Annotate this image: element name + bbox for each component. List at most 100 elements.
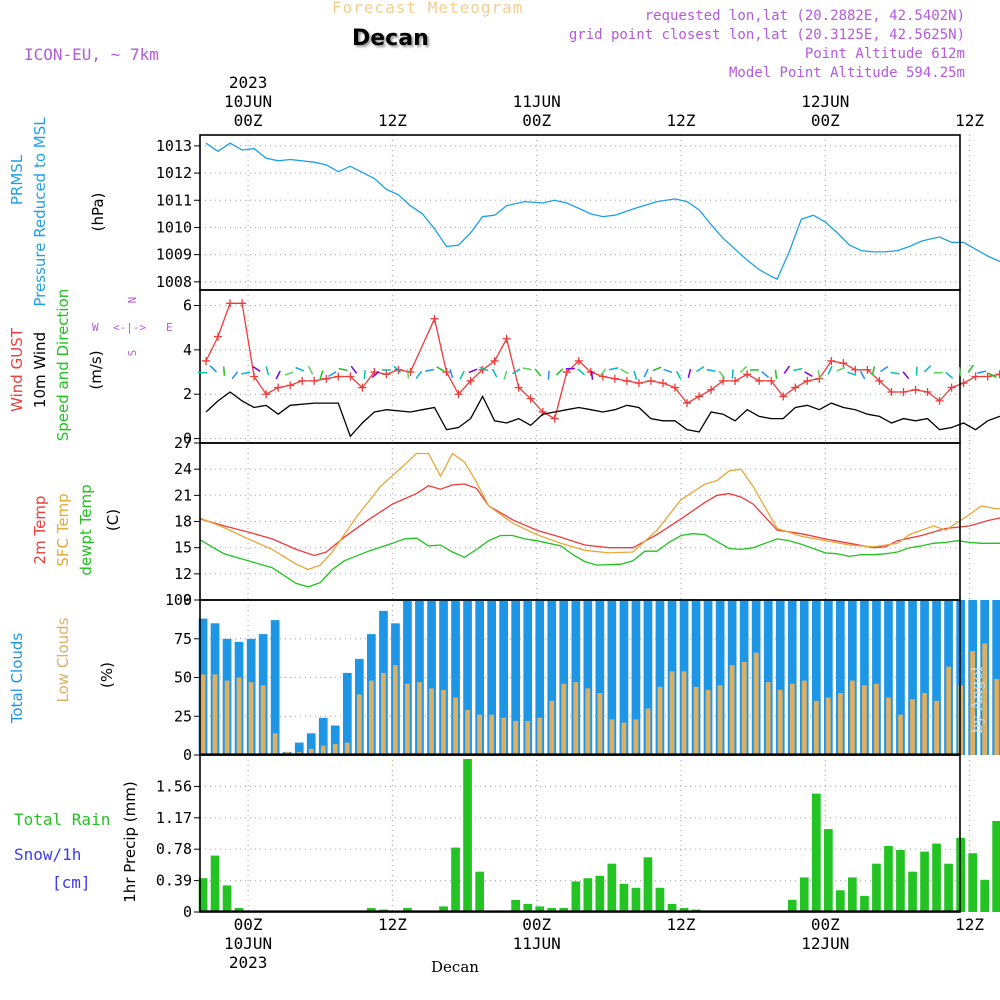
gust-point-marker <box>442 368 451 377</box>
bar-total-rain <box>968 853 977 912</box>
bar-total-clouds <box>499 600 508 755</box>
wind-direction-arrow <box>319 370 324 380</box>
gust-point-marker <box>683 399 692 408</box>
y-tick-label: 1009 <box>156 246 192 264</box>
bar-low-clouds <box>537 717 543 755</box>
wind-direction-arrow <box>652 366 662 372</box>
gust-point-marker <box>334 372 343 381</box>
gust-point-marker <box>671 383 679 392</box>
snow-unit-label: [cm] <box>52 873 91 892</box>
wind-direction-arrow <box>739 365 748 374</box>
bar-total-rain <box>944 863 953 912</box>
bar-total-rain <box>439 906 448 912</box>
gust-point-marker <box>238 299 247 308</box>
top-time-label: 00Z <box>234 111 263 130</box>
bar-low-clouds <box>573 682 579 755</box>
bar-total-rain <box>860 895 869 912</box>
bar-low-clouds <box>393 665 398 755</box>
bar-total-clouds <box>330 725 340 755</box>
bar-total-clouds <box>799 600 809 755</box>
wind-direction-arrow <box>308 365 314 375</box>
bar-total-clouds <box>523 600 533 755</box>
bar-low-clouds <box>212 674 218 755</box>
bar-total-rain <box>583 878 593 912</box>
gust-point-marker <box>959 379 968 388</box>
gust-point-marker <box>262 390 271 399</box>
clouds-unit-label: (%) <box>98 662 116 688</box>
bar-low-clouds <box>332 744 338 755</box>
bar-total-clouds <box>775 600 785 755</box>
bar-total-clouds <box>715 600 725 755</box>
bar-low-clouds <box>585 688 591 755</box>
gust-point-marker <box>310 376 319 385</box>
wind-direction-arrow <box>363 369 366 379</box>
gust-point-marker <box>274 383 283 392</box>
bar-low-clouds <box>645 708 651 755</box>
bar-total-rain <box>234 908 244 912</box>
wind-direction-arrow <box>675 370 682 380</box>
gust-point-marker <box>767 376 776 385</box>
bar-total-rain <box>872 863 881 912</box>
bar-total-rain <box>547 908 557 912</box>
wind-direction-arrow <box>643 368 649 378</box>
bar-total-clouds <box>920 600 929 755</box>
gust-point-marker <box>622 376 631 385</box>
bar-total-clouds <box>872 600 881 755</box>
wind-direction-arrow <box>295 366 305 372</box>
bar-total-rain <box>824 829 833 912</box>
gust-point-marker <box>454 390 463 399</box>
bar-low-clouds <box>982 643 988 755</box>
wind-direction-arrow <box>706 368 716 372</box>
bar-low-clouds <box>272 733 278 755</box>
bar-low-clouds <box>248 682 254 755</box>
top-time-label: 00Z <box>522 111 551 130</box>
bar-total-clouds <box>619 600 629 755</box>
bar-low-clouds <box>405 683 410 755</box>
wind-direction-arrow <box>468 368 478 374</box>
y-tick-label: 100 <box>165 591 192 609</box>
bar-total-clouds <box>824 600 833 755</box>
bar-total-clouds <box>703 600 713 755</box>
wind-direction-label: Speed and Direction <box>54 289 72 442</box>
y-tick-label: 1012 <box>156 164 192 182</box>
gust-point-marker <box>658 379 667 388</box>
wind-direction-arrow <box>350 365 358 374</box>
bar-total-clouds <box>763 600 773 755</box>
gust-point-marker <box>755 376 764 385</box>
gust-point-marker <box>935 396 944 405</box>
bar-low-clouds <box>693 686 699 755</box>
bar-total-rain <box>908 871 917 912</box>
bar-total-clouds <box>860 600 869 755</box>
wind-direction-arrow <box>945 371 954 379</box>
gust-point-marker <box>286 381 295 390</box>
bar-total-rain <box>980 879 989 912</box>
bar-total-clouds <box>403 600 412 755</box>
bar-low-clouds <box>236 677 242 755</box>
snow-legend-label: Snow/1h <box>14 845 81 864</box>
bar-low-clouds <box>441 689 446 755</box>
bar-low-clouds <box>801 680 807 755</box>
bar-low-clouds <box>308 748 314 755</box>
bar-total-clouds <box>343 672 352 755</box>
bar-total-rain <box>992 821 1000 912</box>
wind-direction-arrow <box>547 370 550 380</box>
pressure-label-msl: Pressure Reduced to MSL <box>31 117 49 307</box>
gust-point-marker <box>346 372 355 381</box>
bar-total-rain <box>451 847 460 912</box>
y-tick-label: 50 <box>174 669 192 687</box>
bar-total-clouds <box>848 600 857 755</box>
wind-direction-arrow <box>988 372 997 379</box>
bar-total-clouds <box>451 600 460 755</box>
gust-point-marker <box>502 334 511 343</box>
temp-unit-label: (C) <box>104 509 122 531</box>
gust-point-marker <box>791 383 800 392</box>
bar-total-rain <box>631 887 641 912</box>
bar-total-rain <box>523 903 533 912</box>
wind-direction-arrow <box>620 368 629 375</box>
bar-low-clouds <box>477 714 482 755</box>
bottom-time-label: 00Z <box>234 915 263 934</box>
low-clouds-label: Low Clouds <box>54 617 72 702</box>
wind-direction-arrow <box>696 366 705 373</box>
wind-direction-arrow <box>512 368 521 375</box>
